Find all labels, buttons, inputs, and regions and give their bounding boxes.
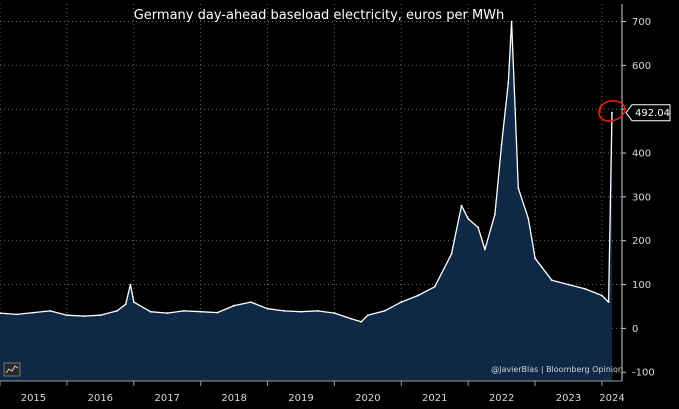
- data-point: [517, 187, 520, 190]
- data-point: [383, 309, 386, 312]
- data-point: [199, 310, 202, 313]
- data-point: [149, 310, 152, 313]
- x-tick-label: 2019: [288, 393, 313, 404]
- data-point: [400, 301, 403, 303]
- x-tick-label: 2015: [21, 393, 46, 404]
- y-tick-label: 100: [632, 280, 651, 291]
- series-area-fill: [0, 21, 612, 381]
- data-point: [283, 309, 286, 312]
- data-point: [82, 315, 85, 318]
- data-point: [350, 317, 353, 320]
- last-value-tag: [625, 104, 671, 122]
- series-layer: [0, 20, 613, 381]
- data-point: [534, 257, 536, 260]
- axes: [0, 4, 623, 382]
- data-point: [249, 301, 252, 303]
- y-tick-label: 700: [632, 17, 651, 28]
- y-tick-label: 400: [632, 149, 651, 160]
- data-point: [366, 314, 369, 317]
- data-point: [266, 307, 269, 310]
- y-tick-label: 0: [632, 324, 638, 335]
- data-point: [527, 217, 530, 220]
- data-point: [99, 314, 102, 317]
- x-tick-label: 2022: [489, 393, 514, 404]
- credit-text: @JavierBlas | Bloomberg Opinion: [491, 365, 623, 374]
- y-tick-label: 300: [632, 192, 651, 203]
- x-tick-label: 2018: [221, 393, 246, 404]
- data-point: [216, 311, 219, 314]
- series-line: [0, 20, 613, 323]
- last-value-label: 492.04: [635, 108, 670, 119]
- data-point: [316, 309, 319, 312]
- x-tick-label: 2017: [154, 393, 179, 404]
- data-point: [494, 213, 496, 216]
- x-tick-label: 2020: [355, 393, 380, 404]
- data-point: [483, 248, 486, 251]
- data-point: [467, 217, 470, 220]
- data-point: [233, 304, 235, 307]
- data-point: [510, 20, 513, 23]
- data-point: [550, 279, 553, 282]
- data-point: [129, 283, 132, 286]
- data-point: [507, 82, 510, 84]
- data-point: [477, 226, 480, 229]
- x-tick-label: 2023: [556, 393, 581, 404]
- x-tick-label: 2021: [422, 393, 447, 404]
- data-point: [32, 311, 35, 314]
- data-point: [433, 285, 436, 288]
- y-tick-label: 600: [632, 61, 651, 72]
- y-tick-label: 200: [632, 236, 651, 247]
- data-point: [601, 294, 603, 297]
- data-point: [65, 314, 68, 317]
- data-point: [49, 309, 52, 312]
- data-point: [333, 312, 336, 314]
- red-circle-annotation: [598, 100, 626, 122]
- data-point: [450, 252, 453, 255]
- data-point: [300, 310, 302, 313]
- data-point: [15, 313, 18, 316]
- data-point: [607, 301, 610, 303]
- data-point: [132, 301, 135, 303]
- data-point: [116, 309, 118, 312]
- data-point: [500, 143, 503, 146]
- annotation-layer: 492.04: [598, 100, 671, 122]
- data-point: [124, 303, 127, 306]
- x-tick-label: 2016: [88, 393, 113, 404]
- data-point: [460, 204, 463, 207]
- chart-title: Germany day-ahead baseload electricity, …: [134, 8, 505, 23]
- data-point: [183, 309, 185, 312]
- data-point: [584, 288, 587, 290]
- x-tick-label: 2024: [599, 393, 624, 404]
- data-point: [0, 312, 1, 314]
- data-point: [567, 283, 570, 286]
- x-axis-ticks: 2015 2016 2017 2018 2019 2020 2021 2022 2023 2024: [0, 381, 625, 404]
- y-tick-label: -100: [632, 368, 655, 379]
- data-point: [611, 111, 613, 114]
- chart-type-icon[interactable]: [3, 362, 21, 377]
- data-point: [417, 294, 419, 297]
- data-point: [360, 320, 363, 323]
- gridlines: [0, 4, 622, 381]
- data-point: [166, 312, 169, 314]
